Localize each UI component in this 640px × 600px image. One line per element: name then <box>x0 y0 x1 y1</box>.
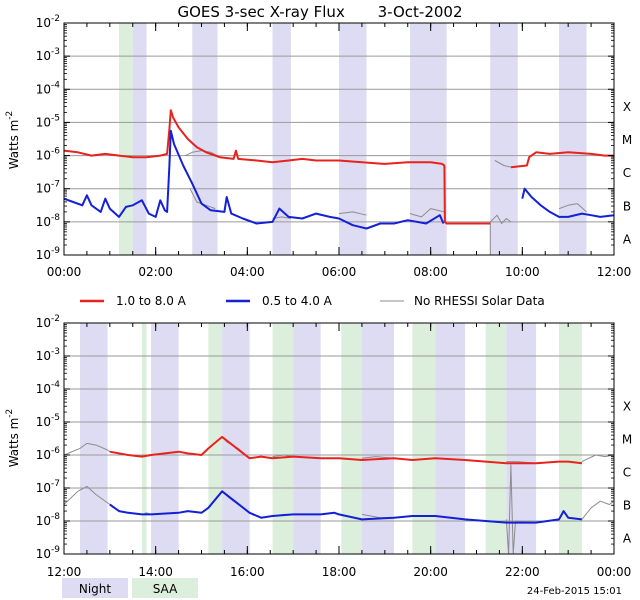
series-long-line <box>63 109 491 225</box>
flare-class-label: C <box>623 466 631 480</box>
series-legend: 1.0 to 8.0 A 0.5 to 4.0 A No RHESSI Sola… <box>80 294 545 308</box>
y-tick-label: 10-8 <box>36 213 61 229</box>
y-tick-label: 10-5 <box>36 413 60 429</box>
night-band <box>222 323 250 554</box>
x-tick-label: 12:00 <box>597 265 632 279</box>
x-tick-label: 22:00 <box>505 565 540 579</box>
y-tick-label: 10-9 <box>36 545 61 561</box>
series-norhessi-line <box>409 208 445 218</box>
night-band <box>192 23 218 255</box>
x-tick-label: 04:00 <box>230 265 265 279</box>
y-tick-label: 10-4 <box>36 380 61 396</box>
y-tick-label: 10-9 <box>36 246 61 262</box>
y-tick-label: 10-8 <box>36 512 61 528</box>
series-norhessi-line <box>63 442 111 456</box>
y-tick-label: 10-6 <box>36 147 61 163</box>
shading-legend: Night SAA <box>62 578 198 598</box>
legend-saa-box <box>132 578 198 598</box>
flare-class-label: A <box>623 532 632 546</box>
y-tick-label: 10-4 <box>36 80 61 96</box>
saa-band <box>272 323 294 554</box>
flare-class-label: B <box>623 199 631 213</box>
y-tick-label: 10-7 <box>36 180 60 196</box>
flare-class-label: M <box>622 433 632 447</box>
series-short-line <box>521 187 615 218</box>
x-tick-label: 10:00 <box>505 265 540 279</box>
night-band <box>435 323 466 554</box>
chart-title-text: GOES 3-sec X-ray Flux <box>177 3 344 21</box>
night-band <box>293 323 321 554</box>
y-tick-label: 10-5 <box>36 113 60 129</box>
night-band <box>80 323 108 554</box>
flare-class-label: B <box>623 499 631 513</box>
series-norhessi-line <box>581 500 615 520</box>
x-tick-label: 08:00 <box>413 265 448 279</box>
legend-short-label: 0.5 to 4.0 A <box>262 294 333 308</box>
series-norhessi-line <box>505 464 537 555</box>
series-norhessi-line <box>494 160 512 168</box>
x-tick-label: 14:00 <box>138 565 173 579</box>
night-band <box>490 23 518 255</box>
night-band <box>506 323 537 554</box>
series-norhessi-line <box>581 454 615 463</box>
series-short-line <box>109 490 583 524</box>
series-norhessi-line <box>489 214 512 255</box>
saa-band <box>141 323 147 554</box>
x-tick-label: 02:00 <box>138 265 173 279</box>
legend-night-box <box>62 578 128 598</box>
flare-class-label: X <box>623 100 631 114</box>
flare-class-label: C <box>623 166 631 180</box>
legend-night-label: Night <box>79 582 112 596</box>
x-tick-label: 06:00 <box>322 265 357 279</box>
panel-top: 10-2 10-3 10-4 10-5 10-6 10-7 10-8 10-9 X M C B A 00:… <box>5 14 632 279</box>
y-tick-label: 10-2 <box>36 314 60 330</box>
y-tick-label: 10-7 <box>36 479 60 495</box>
series-long-line <box>109 435 583 465</box>
saa-band <box>412 323 436 554</box>
saa-band <box>559 323 582 554</box>
series-short-line <box>63 129 445 230</box>
night-band <box>272 23 291 255</box>
series-norhessi-line <box>63 485 111 505</box>
y-tick-label: 10-2 <box>36 14 60 30</box>
x-tick-label: 00:00 <box>597 565 632 579</box>
series-norhessi-line <box>558 203 587 213</box>
night-band <box>132 23 147 255</box>
panel-bottom: 10-2 10-3 10-4 10-5 10-6 10-7 10-8 10-9 X M C B A 12:… <box>5 314 632 579</box>
night-band <box>559 23 587 255</box>
chart-date: 3-Oct-2002 <box>378 3 463 21</box>
flare-class-label: X <box>623 400 631 414</box>
series-long-line <box>510 151 614 169</box>
saa-band <box>485 323 507 554</box>
x-tick-label: 00:00 <box>47 265 82 279</box>
legend-norhessi-label: No RHESSI Solar Data <box>414 294 545 308</box>
saa-band <box>341 323 362 554</box>
generated-timestamp: 24-Feb-2015 15:01 <box>527 586 622 597</box>
y-tick-label: 10-3 <box>36 347 60 363</box>
y-tick-label: 10-3 <box>36 47 60 63</box>
chart-title: GOES 3-sec X-ray Flux 3-Oct-2002 <box>177 3 462 21</box>
x-tick-label: 20:00 <box>413 565 448 579</box>
night-band <box>151 323 179 554</box>
y-axis-label: Watts m-2 <box>5 111 21 170</box>
legend-saa-label: SAA <box>153 582 178 596</box>
x-tick-label: 12:00 <box>47 565 82 579</box>
legend-long-label: 1.0 to 8.0 A <box>116 294 187 308</box>
x-tick-label: 16:00 <box>230 565 265 579</box>
y-tick-label: 10-6 <box>36 446 61 462</box>
saa-band <box>119 23 133 255</box>
flare-class-label: M <box>622 133 632 147</box>
night-band <box>339 23 367 255</box>
x-tick-label: 18:00 <box>322 565 357 579</box>
y-axis-label: Watts m-2 <box>5 409 21 468</box>
flare-class-label: A <box>623 232 632 246</box>
series-norhessi-line <box>338 211 367 216</box>
